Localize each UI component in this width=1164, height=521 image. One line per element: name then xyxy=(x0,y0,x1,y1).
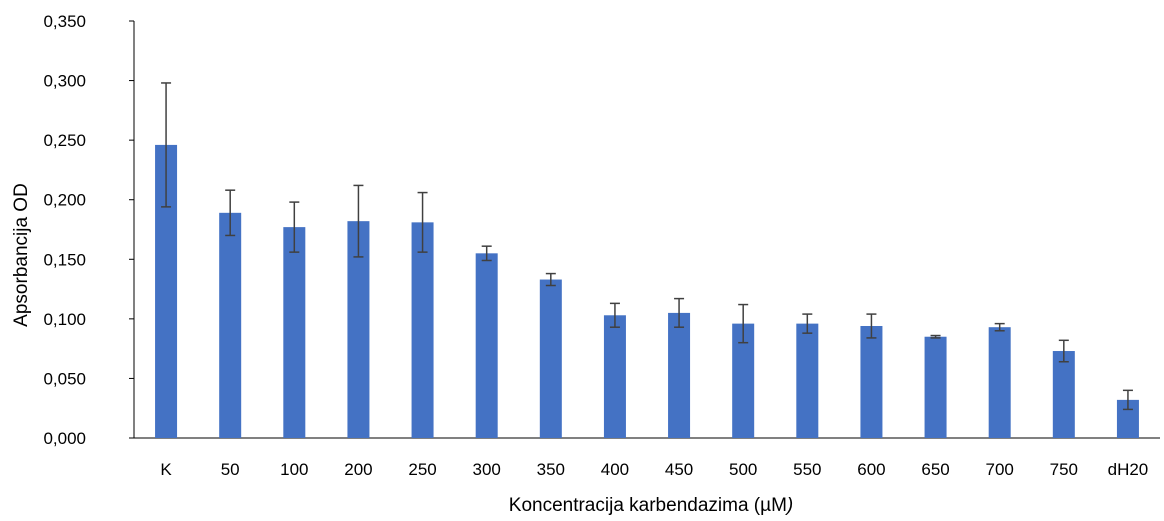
x-tick-label: 300 xyxy=(473,460,501,479)
error-bars xyxy=(161,82,1133,411)
x-tick-label: 400 xyxy=(601,460,629,479)
y-tick-label: 0,200 xyxy=(43,191,86,210)
error-bar xyxy=(289,201,300,253)
bar xyxy=(283,227,306,438)
error-bar xyxy=(674,297,685,328)
bar xyxy=(924,336,947,438)
bar xyxy=(219,212,242,438)
bar xyxy=(155,144,178,438)
error-bar xyxy=(802,313,813,334)
x-tick-label: K xyxy=(160,460,172,479)
y-tick-label: 0,350 xyxy=(43,12,86,31)
y-tick-label: 0,300 xyxy=(43,72,86,91)
x-tick-label: 750 xyxy=(1050,460,1078,479)
x-tick-label: 100 xyxy=(280,460,308,479)
x-tick-label: 500 xyxy=(729,460,757,479)
x-tick-label: 650 xyxy=(921,460,949,479)
bar xyxy=(796,323,819,438)
y-axis xyxy=(129,20,135,439)
error-bar xyxy=(994,322,1005,332)
bar xyxy=(603,315,626,438)
x-tick-label: 50 xyxy=(221,460,240,479)
y-tick-label: 0,000 xyxy=(43,429,86,448)
x-tick-label: 250 xyxy=(408,460,436,479)
x-tick-label: 700 xyxy=(986,460,1014,479)
error-bar xyxy=(1058,339,1069,363)
bar xyxy=(539,279,562,438)
x-tick-label: 200 xyxy=(344,460,372,479)
error-bar xyxy=(481,245,492,262)
y-tick-labels: 0,000 0,050 0,100 0,150 0,200 0,250 0,300 0,350 xyxy=(43,12,86,448)
y-axis-title: Apsorbancija OD xyxy=(11,183,32,327)
x-tick-labels: K 50 100 200 250 300 350 400 450 500 550 600 650 700 7… xyxy=(160,460,1148,479)
x-tick-label: 550 xyxy=(793,460,821,479)
error-bar xyxy=(161,82,172,208)
x-tick-label: dH20 xyxy=(1108,460,1149,479)
x-tick-label: 600 xyxy=(857,460,885,479)
y-tick-label: 0,150 xyxy=(43,250,86,269)
error-bar xyxy=(225,189,236,237)
error-bar xyxy=(738,303,749,344)
x-axis-title-suffix: ) xyxy=(785,495,793,516)
bar xyxy=(475,253,498,438)
bar-series xyxy=(155,144,1139,438)
x-tick-label: 350 xyxy=(537,460,565,479)
x-axis-title: Koncentracija karbendazima (µM) xyxy=(509,495,793,516)
error-bar xyxy=(866,313,877,339)
bar xyxy=(1116,399,1139,438)
y-tick-label: 0,050 xyxy=(43,369,86,388)
x-tick-label: 450 xyxy=(665,460,693,479)
y-tick-label: 0,100 xyxy=(43,310,86,329)
y-tick-label: 0,250 xyxy=(43,131,86,150)
error-bar xyxy=(1122,389,1133,411)
bar xyxy=(1052,351,1075,438)
bar xyxy=(860,326,883,438)
x-axis-title-main: Koncentracija karbendazima (µM xyxy=(509,495,787,516)
error-bar xyxy=(353,184,364,258)
error-bar xyxy=(609,302,620,328)
error-bar xyxy=(545,272,556,287)
bar xyxy=(347,221,370,438)
bar xyxy=(988,327,1011,438)
error-bar xyxy=(930,334,941,339)
bar xyxy=(668,312,691,438)
error-bar xyxy=(417,191,428,253)
bar xyxy=(411,222,434,438)
bar xyxy=(732,323,755,438)
